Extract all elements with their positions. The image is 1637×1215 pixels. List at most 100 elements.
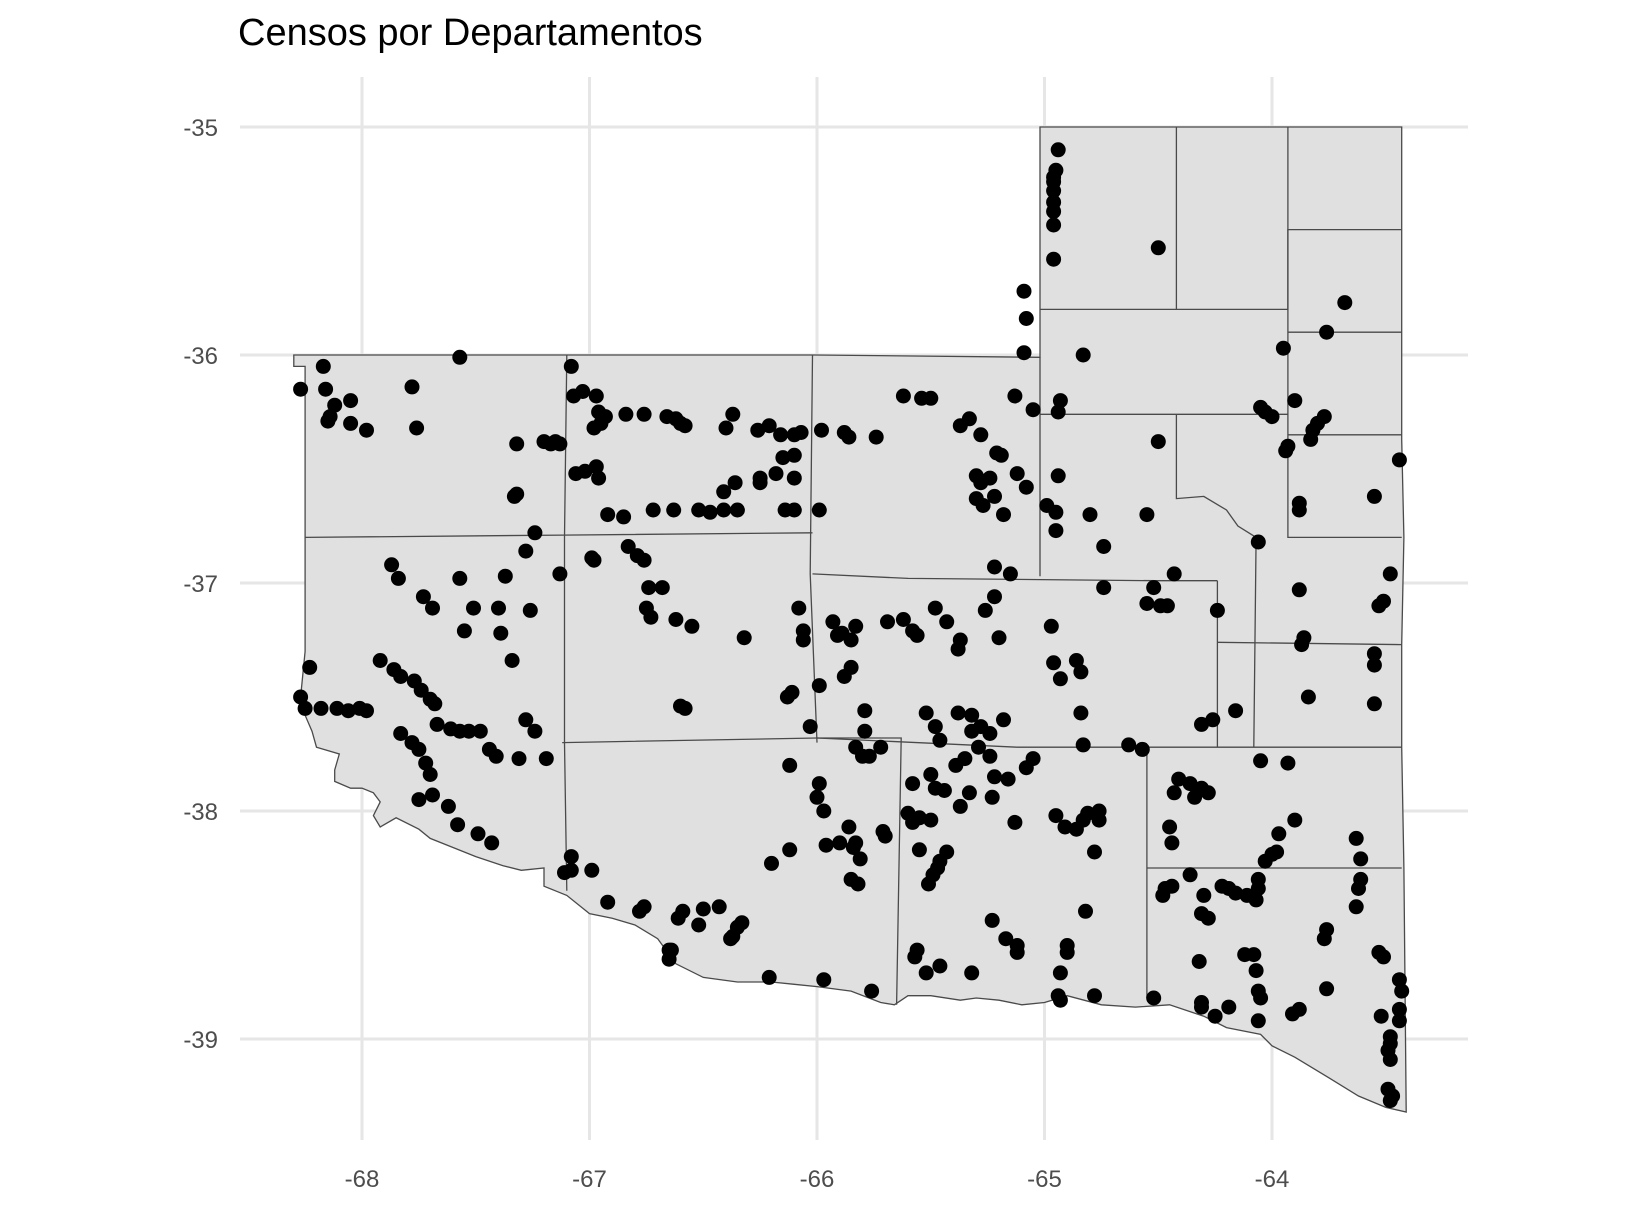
- census-point: [320, 413, 336, 429]
- census-point: [1353, 851, 1369, 867]
- census-point: [315, 358, 331, 374]
- census-point: [1087, 988, 1102, 1004]
- census-point: [352, 700, 368, 716]
- census-point: [393, 726, 409, 741]
- census-point: [1146, 580, 1162, 596]
- census-point: [1275, 340, 1291, 356]
- census-point: [1082, 507, 1098, 523]
- census-point: [1139, 507, 1155, 523]
- census-point: [764, 855, 779, 871]
- census-point: [1348, 830, 1364, 846]
- census-point: [786, 502, 802, 518]
- census-point: [491, 600, 506, 616]
- census-point: [1018, 479, 1034, 495]
- census-point: [1287, 393, 1303, 409]
- census-point: [782, 842, 798, 858]
- x-tick-label: -68: [345, 1166, 380, 1193]
- census-point: [895, 612, 911, 627]
- census-point: [506, 488, 522, 504]
- census-point: [927, 780, 943, 796]
- census-point: [1194, 999, 1209, 1015]
- census-point: [718, 420, 734, 436]
- census-point: [845, 840, 861, 855]
- census-point: [1052, 671, 1068, 687]
- census-point: [1050, 142, 1066, 158]
- census-point: [372, 653, 388, 668]
- census-point: [411, 792, 427, 808]
- census-point: [1271, 826, 1287, 842]
- census-point: [591, 470, 607, 486]
- census-point: [1366, 696, 1382, 712]
- census-point: [1366, 646, 1382, 662]
- census-point: [873, 739, 889, 755]
- census-point: [575, 384, 591, 399]
- census-point: [600, 894, 616, 910]
- census-point: [429, 716, 445, 732]
- census-point: [1291, 502, 1307, 518]
- census-point: [996, 712, 1011, 728]
- census-point: [911, 842, 927, 858]
- census-point: [1096, 539, 1112, 554]
- census-point: [313, 700, 329, 716]
- census-point: [1018, 311, 1034, 326]
- census-point: [1196, 887, 1212, 903]
- census-point: [695, 901, 711, 917]
- census-point: [1382, 1093, 1398, 1109]
- census-point: [1046, 203, 1062, 219]
- census-point: [975, 498, 991, 513]
- census-point: [811, 502, 827, 518]
- census-point: [984, 912, 1000, 928]
- census-point: [1166, 566, 1182, 582]
- census-point: [811, 776, 827, 792]
- census-point: [1319, 324, 1335, 340]
- census-point: [340, 703, 356, 719]
- census-point: [1316, 409, 1332, 425]
- census-point: [668, 612, 684, 627]
- census-point: [618, 406, 634, 422]
- census-point: [793, 425, 809, 440]
- census-point: [422, 767, 438, 782]
- census-point: [1002, 566, 1018, 582]
- census-point: [557, 865, 572, 881]
- census-point: [543, 436, 559, 452]
- census-point: [1073, 705, 1089, 721]
- census-point: [1096, 580, 1112, 596]
- census-point: [761, 418, 777, 434]
- census-point: [461, 723, 477, 739]
- census-point: [452, 570, 468, 586]
- census-point: [768, 466, 784, 482]
- census-point: [932, 732, 948, 748]
- census-point: [905, 776, 921, 792]
- census-point: [832, 835, 848, 851]
- census-point: [1207, 1008, 1223, 1024]
- census-point: [404, 379, 420, 395]
- census-point: [984, 789, 1000, 805]
- census-point: [527, 525, 543, 541]
- census-point: [775, 450, 791, 466]
- census-point: [991, 630, 1007, 646]
- census-point: [857, 723, 873, 739]
- census-point: [318, 381, 334, 397]
- census-point: [1159, 598, 1175, 614]
- census-point: [752, 475, 768, 491]
- census-point: [1391, 1013, 1407, 1029]
- census-point: [1025, 751, 1041, 767]
- census-point: [563, 358, 579, 374]
- census-point: [440, 798, 456, 814]
- census-point: [998, 931, 1014, 947]
- census-point: [923, 390, 939, 406]
- census-point: [497, 568, 513, 584]
- census-point: [1025, 402, 1041, 418]
- y-tick-label: -36: [183, 343, 218, 370]
- census-point: [932, 958, 948, 974]
- census-point: [1155, 887, 1171, 903]
- census-point: [864, 983, 880, 999]
- census-point: [343, 393, 359, 409]
- census-point: [1253, 753, 1269, 769]
- census-point: [841, 429, 857, 445]
- census-point: [1007, 814, 1023, 830]
- census-point: [425, 600, 440, 616]
- census-point: [964, 965, 980, 981]
- census-point: [1016, 283, 1032, 299]
- census-point: [1253, 990, 1269, 1006]
